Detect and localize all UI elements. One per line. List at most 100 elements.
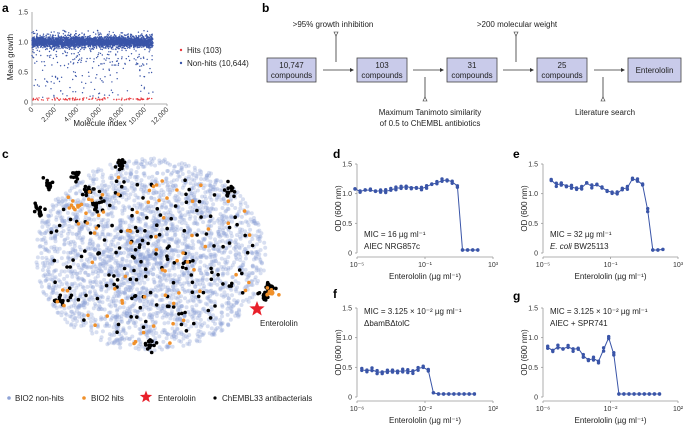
legend-non-hits: Non-hits (10,644) (187, 59, 249, 68)
non-hit-point (99, 78, 102, 80)
non-hit-point (64, 44, 66, 47)
non-hit-point (74, 44, 76, 46)
non-hit-point (125, 49, 127, 52)
non-hit-point (89, 57, 91, 60)
bio2-non-hit-point (76, 263, 81, 267)
non-hit-point (48, 55, 50, 57)
non-hit-point (80, 59, 83, 61)
bio2-non-hit-point (248, 240, 252, 245)
non-hit-point (115, 64, 117, 66)
bio2-non-hit-point (39, 251, 44, 256)
non-hit-point (81, 75, 84, 77)
non-hit-point (79, 50, 81, 52)
non-hit-point (109, 40, 111, 42)
panel-a-xtick: 10,000 (128, 106, 148, 126)
non-hit-point (35, 41, 37, 44)
non-hit-point (140, 57, 142, 60)
non-hit-point (45, 41, 47, 43)
non-hit-point (73, 40, 75, 43)
non-hit-point (32, 56, 34, 58)
bio2-non-hit-point (167, 192, 172, 197)
non-hit-point (133, 58, 135, 60)
non-hit-point (91, 48, 93, 50)
non-hit-point (129, 35, 132, 37)
non-hit-point (77, 52, 80, 54)
non-hit-point (117, 57, 119, 60)
bio2-non-hit-point (199, 177, 203, 181)
non-hit-point (151, 33, 153, 35)
non-hit-point (79, 45, 81, 47)
non-hit-point (67, 37, 69, 39)
non-hit-point (72, 78, 74, 81)
non-hit-point (151, 42, 153, 44)
bio2-non-hit-point (56, 278, 61, 283)
non-hit-point (53, 82, 55, 84)
non-hit-point (90, 37, 93, 39)
non-hit-point (132, 43, 135, 46)
non-hit-point (140, 35, 142, 37)
non-hit-point (45, 85, 47, 87)
non-hit-point (135, 44, 138, 46)
flow-box-2: 103 compounds (356, 57, 408, 83)
non-hit-point (74, 48, 77, 50)
non-hit-point (111, 91, 114, 94)
non-hit-point (140, 90, 142, 93)
non-hit-point (62, 93, 64, 95)
non-hit-point (83, 87, 85, 89)
flow-box-1-line2: compounds (271, 71, 312, 80)
non-hit-point (71, 43, 74, 45)
non-hit-point (99, 36, 101, 38)
non-hit-point (56, 42, 58, 45)
non-hit-point (72, 58, 74, 61)
non-hit-point (103, 38, 106, 40)
non-hit-point (151, 59, 153, 61)
non-hit-point (110, 51, 112, 53)
bio2-non-hit-point (202, 177, 207, 182)
non-hit-point (121, 32, 124, 34)
hit-point (46, 97, 48, 100)
non-hit-point (45, 45, 48, 47)
hit-point (62, 98, 65, 100)
panel-label-d: d (333, 147, 340, 161)
panel-a-xtick: 12,000 (150, 106, 170, 126)
hit-point (116, 98, 118, 101)
non-hit-point (92, 95, 94, 97)
non-hit-point (31, 32, 33, 34)
non-hit-point (148, 34, 151, 36)
non-hit-point (38, 40, 40, 42)
non-hit-point (44, 48, 47, 51)
non-hit-point (146, 41, 149, 43)
non-hit-point (125, 34, 127, 36)
non-hit-point (95, 77, 97, 79)
non-hit-point (50, 88, 52, 90)
non-hit-point (53, 40, 55, 43)
non-hit-point (139, 65, 141, 68)
non-hit-point (66, 47, 69, 49)
non-hit-point (43, 43, 46, 45)
non-hit-point (118, 36, 120, 38)
non-hit-point (106, 35, 108, 37)
bio2-non-hit-point (71, 261, 76, 266)
bio2-non-hit-point (86, 245, 91, 250)
non-hit-point (86, 36, 89, 38)
non-hit-point (127, 35, 129, 38)
non-hit-point (103, 46, 105, 49)
bio2-non-hit-point (194, 251, 199, 256)
non-hit-point (47, 36, 49, 38)
non-hit-point (127, 33, 129, 35)
non-hit-point (43, 36, 45, 38)
filter-tanimoto-line2: of 0.5 to ChEMBL antibiotics (380, 119, 481, 128)
panel-a-ytick: 0.5 (18, 70, 28, 77)
hit-point (97, 98, 99, 100)
bio2-non-hit-point (241, 197, 245, 202)
non-hit-point (65, 46, 67, 49)
non-hit-point (109, 61, 111, 63)
bio2-non-hit-point (241, 299, 245, 304)
non-hit-point (108, 94, 111, 97)
non-hit-point (40, 45, 42, 48)
bio2-non-hit-point (153, 228, 158, 233)
flow-box-3-line1: 31 (468, 61, 477, 70)
non-hit-point (130, 53, 133, 55)
non-hit-point (38, 38, 40, 40)
non-hit-point (74, 45, 76, 48)
